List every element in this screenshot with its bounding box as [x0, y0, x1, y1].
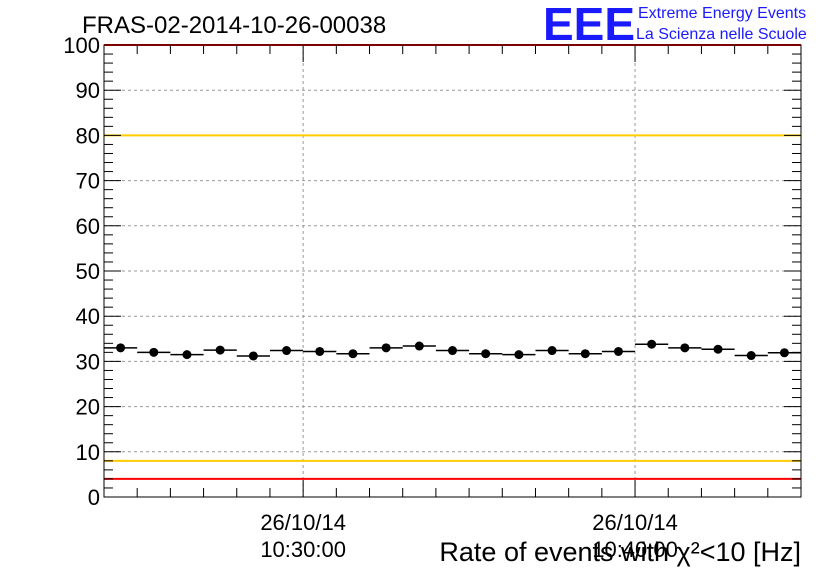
data-point-marker — [315, 346, 325, 356]
x-tick-label-date: 26/10/14 — [592, 510, 678, 535]
data-point-14 — [568, 349, 602, 359]
data-point-marker — [116, 343, 126, 353]
grid — [104, 45, 801, 497]
data-point-marker — [215, 345, 225, 355]
data-point-4 — [236, 351, 270, 361]
data-point-7 — [336, 349, 370, 359]
y-tick-label: 30 — [76, 349, 100, 374]
y-tick-label: 10 — [76, 440, 100, 465]
y-tick-label: 0 — [88, 485, 100, 510]
data-point-marker — [282, 346, 292, 356]
data-point-marker — [713, 344, 723, 354]
data-point-19 — [734, 351, 768, 361]
data-point-marker — [547, 346, 557, 356]
data-point-marker — [779, 348, 789, 358]
y-tick-label: 80 — [76, 123, 100, 148]
reference-lines — [104, 44, 801, 480]
data-point-13 — [535, 346, 569, 356]
x-tick-label-date: 26/10/14 — [260, 510, 346, 535]
x-tick-label-time: 10:30:00 — [260, 537, 346, 562]
data-point-15 — [601, 346, 636, 356]
data-point-marker — [514, 350, 524, 360]
data-point-0 — [104, 343, 138, 353]
x-axis-label: Rate of events with χ²<10 [Hz] — [439, 537, 801, 567]
data-point-6 — [303, 346, 337, 356]
data-series — [104, 339, 801, 361]
data-point-20 — [767, 348, 801, 358]
data-point-marker — [381, 343, 391, 353]
data-point-marker — [580, 349, 590, 359]
eee-logo: EEE Extreme Energy Events La Scienza nel… — [543, 0, 807, 50]
data-point-11 — [469, 349, 503, 359]
data-point-16 — [635, 339, 669, 349]
y-tick-label: 70 — [76, 169, 100, 194]
data-point-18 — [701, 344, 735, 354]
data-point-marker — [414, 341, 424, 351]
logo-line-1: Extreme Energy Events — [638, 5, 806, 22]
data-point-marker — [182, 350, 192, 360]
data-point-10 — [435, 346, 470, 356]
data-point-marker — [248, 351, 258, 361]
y-tick-label: 100 — [63, 33, 100, 58]
y-tick-label: 20 — [76, 395, 100, 420]
data-point-2 — [170, 350, 204, 360]
data-point-marker — [647, 339, 657, 349]
data-point-marker — [348, 349, 358, 359]
x-tick-label-time: 10:40:00 — [592, 537, 678, 562]
data-point-marker — [448, 346, 457, 356]
data-point-12 — [502, 350, 536, 360]
data-point-9 — [402, 341, 436, 351]
logo-mark: EEE — [543, 0, 635, 50]
data-point-marker — [481, 349, 491, 359]
data-point-marker — [680, 343, 690, 353]
data-point-1 — [137, 347, 171, 357]
y-tick-label: 90 — [76, 78, 100, 103]
data-point-17 — [668, 343, 702, 353]
y-tick-label: 50 — [76, 259, 100, 284]
data-point-marker — [613, 346, 623, 356]
data-point-5 — [269, 346, 304, 356]
data-point-marker — [149, 347, 159, 357]
y-tick-label: 60 — [76, 214, 100, 239]
logo-line-2: La Scienza nelle Scuole — [636, 26, 807, 43]
data-point-marker — [746, 351, 756, 361]
data-point-8 — [369, 343, 403, 353]
y-axis: 0 10 20 30 40 50 60 70 80 90 100 — [63, 33, 801, 510]
data-point-3 — [203, 345, 237, 355]
chart-title: FRAS-02-2014-10-26-00038 — [82, 12, 386, 39]
y-tick-label: 40 — [76, 304, 100, 329]
